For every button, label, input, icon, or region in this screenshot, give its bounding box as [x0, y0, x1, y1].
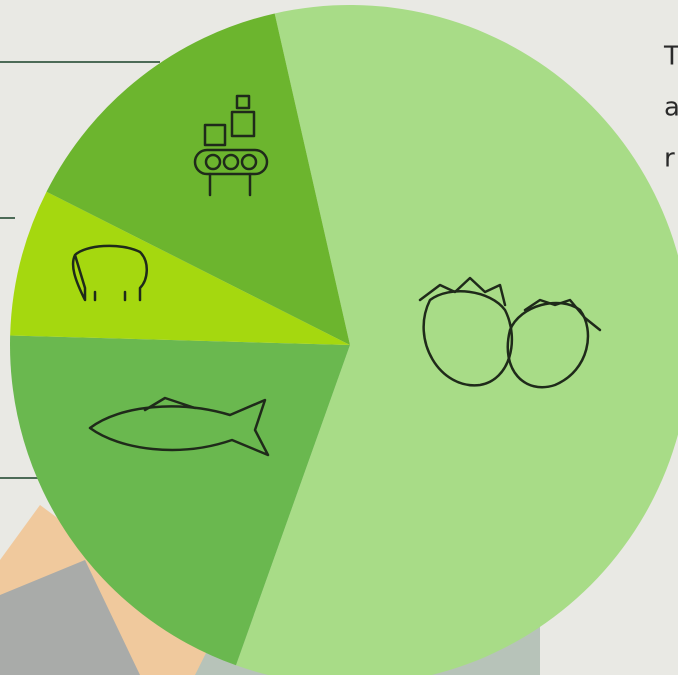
strawberry-icon [418, 276, 602, 389]
side-text-fragment: a [664, 93, 678, 123]
pie-slice [10, 191, 350, 345]
side-text-fragment: T [663, 42, 678, 72]
fish-icon [88, 396, 270, 457]
pie-slice [235, 5, 678, 675]
pig-icon [71, 244, 148, 302]
sleeve [0, 560, 140, 675]
side-text: Tar [663, 42, 678, 174]
pie [9, 5, 678, 675]
side-text-fragment: r [664, 144, 675, 174]
factory-icon [193, 94, 269, 197]
pie-slice [9, 335, 350, 666]
pie-slice [46, 13, 351, 346]
